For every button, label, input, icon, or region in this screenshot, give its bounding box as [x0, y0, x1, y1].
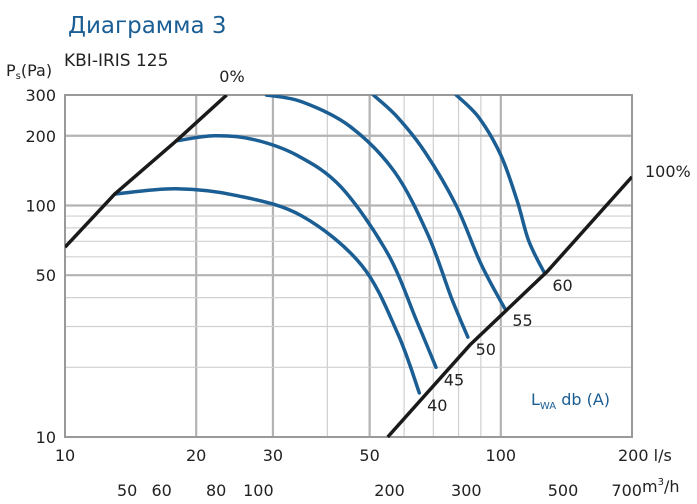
sound-line-45	[174, 133, 438, 370]
curves	[65, 95, 632, 438]
sound-line-40	[112, 187, 422, 395]
damper-line-closed	[65, 95, 228, 249]
x2-tick-label: 700	[611, 481, 642, 500]
x-tick-label: 100	[486, 446, 517, 465]
x-tick-label: 30	[263, 446, 283, 465]
y-tick-label: 50	[36, 266, 56, 285]
sound-line-55	[371, 95, 507, 310]
x2-tick-label: 50	[117, 481, 137, 500]
x2-tick-label: 200	[374, 481, 405, 500]
ticks: 40 45 50 55 60 0% 100% 10 20 30 50 100 200 l/s 50 60 80…	[25, 67, 690, 500]
y-tick-label: 200	[25, 127, 56, 146]
x2-tick-label: 100	[243, 481, 274, 500]
x2-tick-label: 500	[548, 481, 579, 500]
sound-line-60	[454, 95, 547, 275]
sound-line-label-60: 60	[552, 276, 572, 295]
sound-line-50	[264, 95, 470, 339]
damper-line-open	[386, 175, 632, 438]
damper-label-open: 100%	[645, 162, 691, 181]
x2-axis-unit: m3/h	[642, 477, 680, 496]
chart-title: Диаграмма 3	[68, 13, 227, 39]
x2-tick-label: 300	[451, 481, 482, 500]
y-axis-label: Ps(Pa)	[6, 61, 52, 82]
sound-line-label-55: 55	[512, 311, 532, 330]
grid	[65, 95, 632, 437]
y-tick-label: 10	[36, 428, 56, 447]
plot-frame	[64, 94, 633, 438]
chart-subtitle: KBI-IRIS 125	[64, 51, 168, 71]
sound-line-label-45: 45	[444, 370, 464, 389]
x-tick-label: 20	[186, 446, 206, 465]
x2-tick-label: 80	[206, 481, 226, 500]
y-tick-label: 300	[25, 86, 56, 105]
damper-label-closed: 0%	[219, 67, 244, 86]
sound-line-label-50: 50	[476, 340, 496, 359]
x2-tick-label: 60	[152, 481, 172, 500]
x-tick-label: 200 l/s	[618, 446, 672, 465]
x-tick-label: 50	[359, 446, 379, 465]
sound-power-label: LWA db (A)	[531, 390, 610, 412]
x-tick-label: 10	[55, 446, 75, 465]
sound-line-label-40: 40	[427, 396, 447, 415]
y-tick-label: 100	[25, 196, 56, 215]
